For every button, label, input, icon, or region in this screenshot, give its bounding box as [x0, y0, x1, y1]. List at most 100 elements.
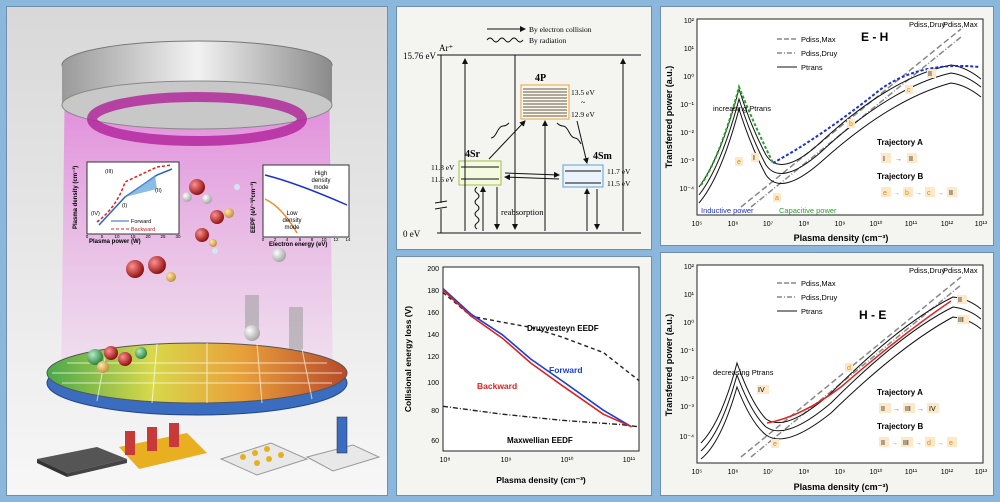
e-4sr-top: 11.8 eV: [431, 163, 455, 172]
eh-line-ptrans: [698, 64, 982, 188]
he-xtick: 10¹⁰: [870, 468, 883, 476]
eh-xtick: 10¹¹: [905, 221, 918, 228]
inset-eepf-tick: 4: [286, 237, 289, 242]
he-traj-a-box: [879, 403, 891, 413]
collisional-loss-chart: Plasma density (cm⁻³) Collisional energy…: [397, 257, 651, 495]
eh-xtick: 10¹²: [941, 221, 954, 228]
e-4p-top: 13.5 eV: [571, 88, 595, 97]
ion-energy: 15.76 eV: [403, 51, 436, 61]
legend-collision: By electron collision: [529, 25, 592, 34]
he-ytick: 10⁰: [683, 319, 694, 327]
eh-xlabel: Plasma density (cm⁻³): [794, 233, 889, 243]
he-xtick: 10⁵: [692, 469, 703, 476]
particle: [244, 325, 260, 341]
inset-eepf-xlabel: Electron energy (eV): [269, 242, 327, 248]
radiation-wave: [490, 122, 510, 139]
he-legend-ptrans: Ptrans: [801, 307, 823, 316]
he-traj-arrow: →: [917, 406, 924, 413]
eh-line-pdiss-max: [740, 28, 962, 208]
lid-bottom: [61, 80, 333, 130]
eepf-low-line3: mode: [284, 225, 300, 231]
radiation-wave: [556, 122, 582, 145]
4p-sublevels: [523, 88, 567, 117]
eh-traj-b-step: II: [949, 190, 953, 197]
eepf-high-line3: mode: [313, 185, 329, 191]
eh-annot-inductive: Inductive power: [701, 206, 754, 215]
eh-marker-box: [847, 119, 855, 128]
he-traj-arrow: →: [915, 440, 922, 447]
axis-break-mark: [434, 206, 448, 210]
he-xtick: 10⁹: [835, 469, 846, 476]
he-top-label-druy: Pdiss,Druy: [909, 266, 946, 275]
e-4p-bot: 12.9 eV: [571, 110, 595, 119]
inset-legend-backward: Backward: [131, 227, 155, 233]
he-xlabel: Plasma density (cm⁻³): [794, 482, 889, 492]
eh-xtick: 10⁵: [692, 221, 703, 228]
eh-curves: [698, 28, 982, 208]
he-traj-b-step: II: [881, 440, 885, 447]
eh-traj-a-box: [907, 153, 917, 163]
state-4sr-label: 4Sr: [465, 149, 481, 160]
eh-traj-b-box: [947, 187, 957, 197]
eh-marker-box: [905, 85, 913, 94]
he-traj-a-step: II: [881, 406, 885, 413]
he-traj-a-box: [903, 403, 915, 413]
coil-ring: [87, 92, 307, 146]
he-traj-a-box: [927, 403, 939, 413]
eh-marker-ii: II: [928, 71, 932, 78]
e-4sm-bot: 11.5 eV: [607, 179, 631, 188]
eh-marker-box: [735, 157, 743, 166]
eh-marker-b: b: [849, 121, 853, 128]
eepf-high-line1: High: [315, 171, 327, 177]
he-legend-pdiss-druy: Pdiss,Druy: [801, 293, 838, 302]
inset-density-ylabel: Plasma density (cm⁻³): [72, 166, 79, 229]
eh-traj-a-step: II: [909, 156, 913, 163]
molecules: [126, 179, 286, 282]
eh-ytick: 10⁻³: [680, 158, 694, 165]
eh-transition-chart: Plasma density (cm⁻³) Transferred power …: [661, 7, 993, 245]
he-marker-box: [957, 295, 967, 304]
eh-traj-arrow: →: [915, 190, 922, 197]
eh-title: E - H: [861, 30, 888, 44]
particle-trail: [289, 307, 303, 355]
eh-marker-c: c: [907, 87, 911, 94]
loss-xtick: 10⁹: [501, 457, 512, 464]
he-path-a: [766, 300, 952, 424]
he-xtick: 10⁷: [763, 469, 774, 476]
he-xtick: 10¹¹: [905, 469, 918, 476]
radiation-wave: [474, 186, 480, 230]
he-traj-b-box: [947, 437, 957, 447]
he-trajectory-b: Trajectory B: [877, 422, 923, 431]
eh-line-ptrans-3: [698, 82, 982, 204]
eh-traj-b-box: [925, 187, 935, 197]
eh-trajectory-b: Trajectory B: [877, 172, 923, 181]
eepf-high-line2: density: [311, 178, 330, 184]
he-ytick: 10²: [684, 264, 695, 271]
he-marker-box: [757, 385, 769, 394]
inset-eepf-tick: 12: [333, 237, 339, 242]
eh-ytick: 10²: [684, 18, 695, 25]
plasma-glow: [61, 67, 333, 387]
he-xtick: 10⁶: [728, 469, 739, 476]
loss-annot-druyvesteyn: Druyvesteyn EEDF: [527, 324, 599, 333]
loss-annot-backward: Backward: [477, 381, 517, 391]
he-top-label-max: Pdiss,Max: [943, 266, 978, 275]
eh-ytick: 10¹: [684, 46, 695, 53]
inset-region-iv: (IV): [91, 211, 100, 217]
he-marker-box: [845, 363, 853, 372]
inset-eepf-tick: 14: [345, 237, 351, 242]
loss-ytick: 120: [427, 354, 439, 361]
he-line-pdiss-max: [740, 276, 962, 458]
inset-density-tick: 0: [86, 234, 89, 239]
eh-transition-chart-panel: Plasma density (cm⁻³) Transferred power …: [660, 6, 994, 246]
loss-ytick: 60: [431, 438, 439, 445]
e-4sr-bot: 11.6 eV: [431, 175, 455, 184]
legend-radiation-wave: [486, 37, 524, 43]
inset-region-ii: (II): [155, 188, 162, 194]
he-marker-box: [957, 315, 969, 324]
inset-density-tick: 25: [160, 234, 166, 239]
state-4sr-box: [458, 160, 502, 186]
state-4p-label: 4P: [535, 73, 546, 84]
reactor-illustration-panel: Forward Backward (III) (II) (I) (IV) Pla…: [6, 6, 388, 496]
eh-ytick: 10⁰: [683, 73, 694, 81]
